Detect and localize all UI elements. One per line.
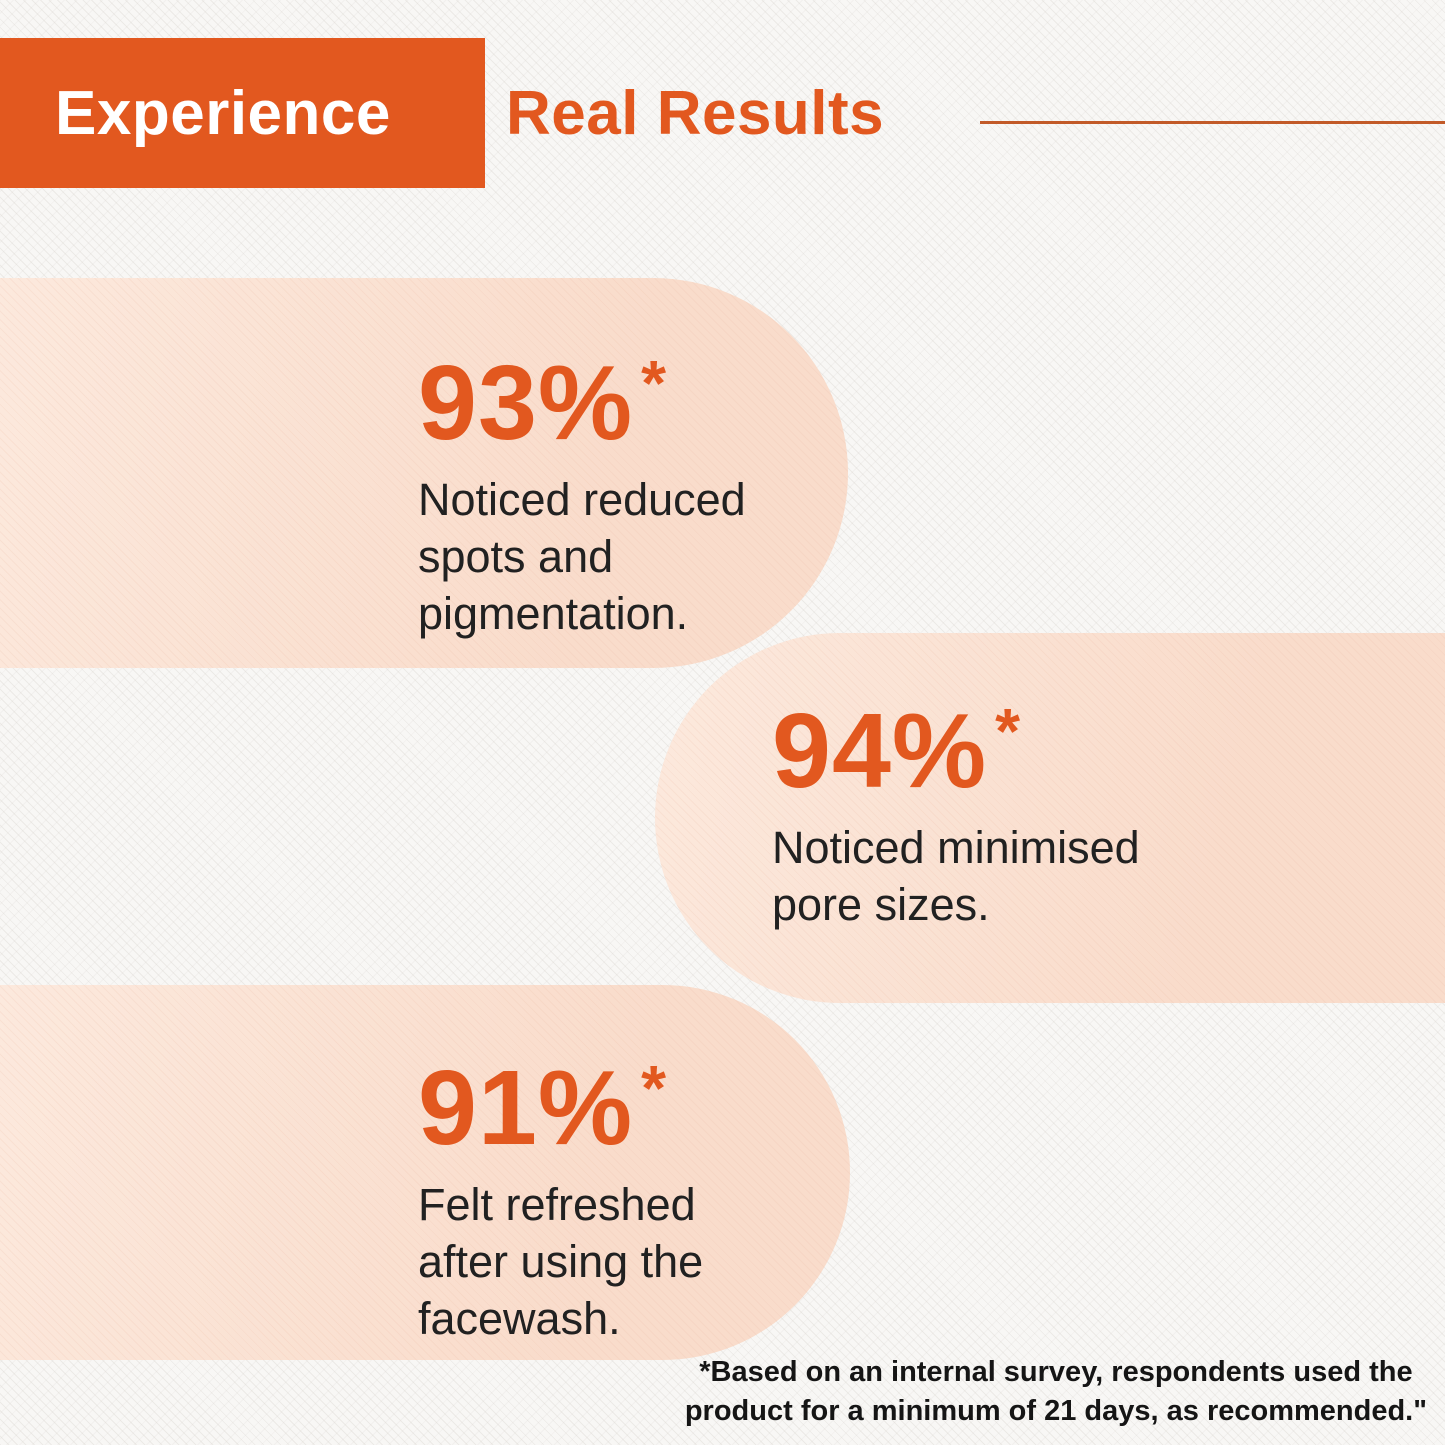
asterisk-marker: * [995,695,1022,767]
stat-value: 91% * [418,1035,703,1161]
stat-description-line: facewash. [418,1293,621,1344]
stat-description-line: after using the [418,1236,704,1287]
footnote-line: *Based on an internal survey, respondent… [699,1356,1413,1388]
title-rest: Real Results [506,78,885,148]
stat-description-line: pigmentation. [418,588,689,639]
stat-percent: 91% [418,1049,634,1167]
asterisk-marker: * [641,1052,668,1124]
title-highlight: Experience [55,78,391,148]
stat-description-line: pore sizes. [772,879,990,930]
stat-content: 91% * Felt refreshed after using the face… [418,1035,703,1347]
stat-content: 94% * Noticed minimised pore sizes. [772,678,1140,933]
stat-description-line: spots and [418,531,614,582]
title-banner: Experience [0,38,485,188]
stat-description-line: Noticed minimised [772,822,1140,873]
stat-value: 93% * [418,330,746,456]
stat-content: 93% * Noticed reduced spots and pigmentat… [418,330,746,642]
stat-card-pores: 94% * Noticed minimised pore sizes. [655,633,1445,1003]
stat-percent: 93% [418,344,634,462]
stat-description-line: Noticed reduced [418,474,746,525]
stat-percent: 94% [772,692,988,810]
asterisk-marker: * [641,347,668,419]
title-rule-line [980,121,1445,124]
stat-card-refreshed: 91% * Felt refreshed after using the face… [0,985,850,1360]
footnote: *Based on an internal survey, respondent… [685,1353,1427,1431]
stat-value: 94% * [772,678,1140,804]
footnote-line: product for a minimum of 21 days, as rec… [684,1395,1427,1427]
stat-card-spots: 93% * Noticed reduced spots and pigmentat… [0,278,848,668]
stat-description-line: Felt refreshed [418,1179,696,1230]
